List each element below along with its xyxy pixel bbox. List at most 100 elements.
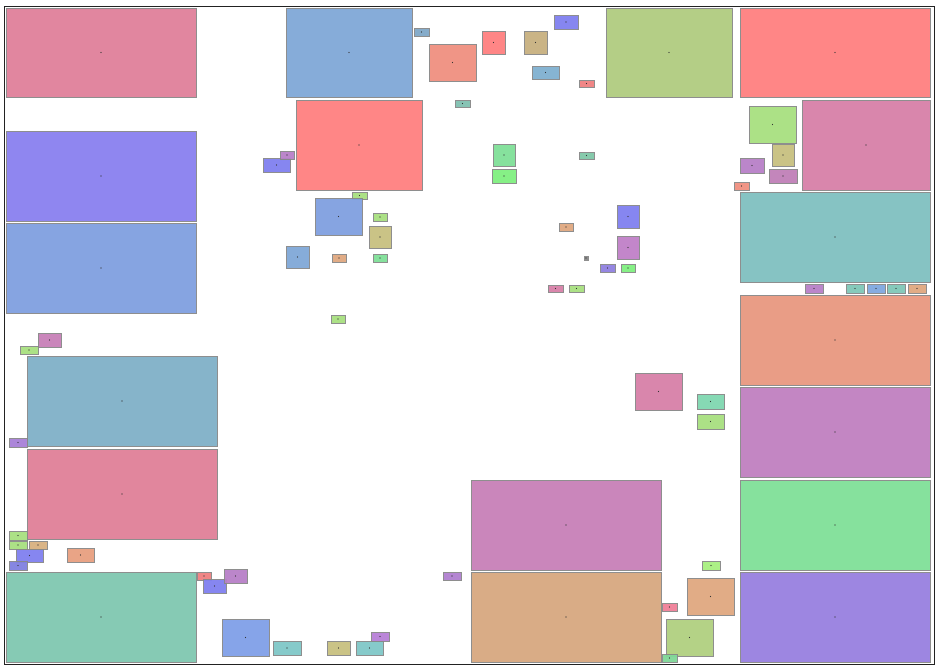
center-dot [668,51,670,54]
center-dot [668,606,671,608]
block [29,541,48,550]
block [662,654,678,663]
center-dot [627,215,629,218]
block [749,106,797,144]
center-dot [17,564,19,567]
block [9,438,28,448]
center-dot [875,287,877,290]
block [617,205,640,229]
center-dot [916,287,918,290]
center-dot [751,164,753,167]
block [697,414,725,430]
block [280,151,295,160]
center-dot [565,524,567,526]
block [702,561,721,571]
center-dot [585,82,588,85]
block [524,31,548,55]
center-dot [121,493,123,495]
center-dot [379,236,381,238]
center-dot [79,554,82,556]
center-dot [492,41,495,44]
center-dot [358,194,361,197]
block [471,572,662,663]
center-dot [575,287,578,290]
center-dot [337,647,340,649]
center-dot [379,257,381,259]
center-dot [503,175,505,177]
block [492,169,517,184]
block [356,641,384,656]
block [569,285,585,293]
block [9,541,28,550]
center-dot [48,339,51,341]
center-dot [709,420,712,423]
block [373,254,388,263]
center-dot [203,575,205,577]
center-dot [100,51,102,54]
center-dot [834,524,836,526]
block [666,619,714,657]
block [740,158,765,174]
block [548,285,564,293]
block [621,264,636,273]
block [740,387,931,478]
center-dot [461,102,464,105]
center-dot [17,534,19,537]
block [740,8,931,98]
block [296,100,423,191]
block [369,226,392,249]
block [16,549,44,563]
block [532,66,560,80]
center-dot [657,390,660,393]
block [443,572,462,581]
block [805,284,824,294]
center-dot [565,21,567,23]
center-dot [28,554,31,557]
center-dot [100,175,102,177]
center-dot [286,154,288,156]
center-dot [565,226,567,228]
center-dot [585,154,588,157]
block [687,578,735,616]
block [579,152,595,160]
block [373,213,388,222]
block [429,44,477,82]
center-dot [234,575,237,577]
block [6,572,197,663]
block [27,356,218,447]
block [6,131,197,222]
block [482,31,506,55]
block [493,144,516,167]
block [414,28,430,37]
center-dot [710,564,712,567]
center-dot [348,51,350,54]
center-dot [100,267,102,269]
center-dot [740,185,743,187]
center-dot [451,61,454,64]
center-dot [17,544,19,546]
block [802,100,931,191]
center-dot [213,585,216,587]
block [263,158,291,173]
block [579,80,595,88]
block [471,480,662,571]
center-dot [338,257,340,259]
center-dot [709,595,712,598]
center-dot [585,257,587,259]
block [662,603,678,612]
center-dot [28,349,30,351]
block [617,236,640,260]
block [9,561,28,571]
block [846,284,865,294]
block [224,569,248,584]
center-dot [668,657,671,659]
center-dot [420,31,423,33]
block [371,632,390,642]
center-dot [834,236,836,238]
center-dot [782,154,784,156]
block [315,198,363,236]
center-dot [275,164,278,166]
center-dot [627,246,629,249]
center-dot [379,635,381,638]
